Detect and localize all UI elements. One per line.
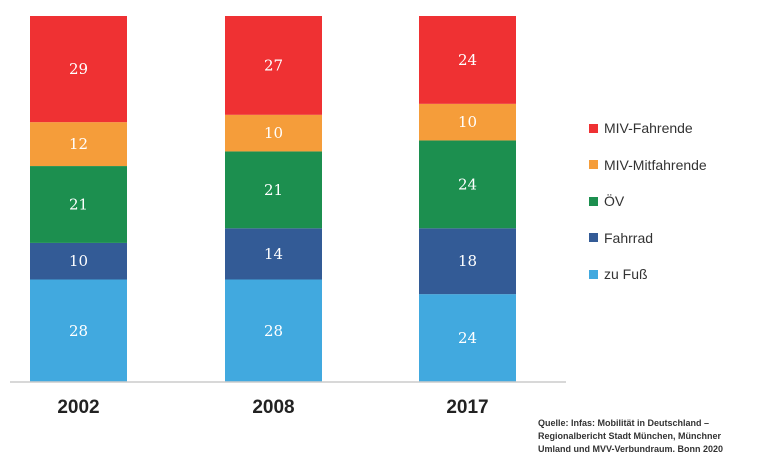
bar-segment-zu-fuss-2008 xyxy=(225,279,322,382)
data-label-fahrrad-2002: 10 xyxy=(69,252,88,270)
legend-item-fahrrad: Fahrrad xyxy=(589,220,707,257)
bar-segment-oev-2017 xyxy=(419,140,516,229)
bar-segment-miv-fahrende-2002 xyxy=(30,16,127,123)
data-label-miv-mitfahrende-2017: 10 xyxy=(458,113,477,131)
bars-group: 28 10 21 12 29 28 14 21 10 27 24 18 24 10 24 xyxy=(30,16,516,382)
bar-segment-miv-mitfahrende-2017 xyxy=(419,103,516,141)
data-label-miv-mitfahrende-2002: 12 xyxy=(69,135,88,153)
data-label-oev-2002: 21 xyxy=(69,195,88,213)
legend-label-miv-fahrende: MIV-Fahrende xyxy=(604,120,693,137)
data-label-oev-2008: 21 xyxy=(264,181,283,199)
category-label-2002: 2002 xyxy=(57,397,99,418)
data-label-zu-fuss-2002: 28 xyxy=(69,322,88,340)
legend-item-miv-mitfahrende: MIV-Mitfahrende xyxy=(589,147,707,184)
legend-swatch-oev xyxy=(589,196,598,206)
source-line: Quelle: Infas: Mobilität in Deutschland … xyxy=(538,418,710,428)
bar-segment-zu-fuss-2002 xyxy=(30,279,127,382)
legend-label-zu-fuss: zu Fuß xyxy=(604,266,648,283)
bar-segment-miv-fahrende-2008 xyxy=(225,16,322,115)
bar-segment-oev-2002 xyxy=(30,166,127,243)
category-label-2017: 2017 xyxy=(446,397,488,418)
bar-segment-miv-mitfahrende-2008 xyxy=(225,114,322,152)
legend-swatch-miv-fahrende xyxy=(589,123,598,133)
legend-swatch-miv-mitfahrende xyxy=(589,160,598,170)
data-label-fahrrad-2017: 18 xyxy=(458,252,477,270)
source-note: Quelle: Infas: Mobilität in Deutschland … xyxy=(538,417,778,456)
data-label-miv-fahrende-2017: 24 xyxy=(458,51,477,69)
bar-segment-fahrrad-2002 xyxy=(30,242,127,280)
legend-swatch-zu-fuss xyxy=(589,269,598,279)
source-line: Regionalbericht Stadt München, Münchner xyxy=(538,431,722,441)
legend: MIV-Fahrende MIV-Mitfahrende ÖV Fahrrad … xyxy=(589,110,707,293)
data-label-oev-2017: 24 xyxy=(458,175,477,193)
legend-swatch-fahrrad xyxy=(589,233,598,243)
legend-item-zu-fuss: zu Fuß xyxy=(589,256,707,293)
legend-item-miv-fahrende: MIV-Fahrende xyxy=(589,110,707,147)
bar-segment-miv-mitfahrende-2002 xyxy=(30,122,127,167)
category-labels: 2002 2008 2017 xyxy=(57,397,488,418)
legend-label-miv-mitfahrende: MIV-Mitfahrende xyxy=(604,156,707,173)
category-label-2008: 2008 xyxy=(252,397,294,418)
data-label-zu-fuss-2017: 24 xyxy=(458,329,477,347)
legend-item-oev: ÖV xyxy=(589,183,707,220)
data-label-miv-mitfahrende-2008: 10 xyxy=(264,124,283,142)
legend-label-fahrrad: Fahrrad xyxy=(604,229,654,246)
bar-segment-zu-fuss-2017 xyxy=(419,294,516,382)
data-label-zu-fuss-2008: 28 xyxy=(264,322,283,340)
source-line: Umland und MVV-Verbundraum. Bonn 2020 xyxy=(538,444,724,454)
legend-label-oev: ÖV xyxy=(604,193,625,210)
bar-segment-miv-fahrende-2017 xyxy=(419,16,516,104)
bar-segment-fahrrad-2017 xyxy=(419,228,516,295)
bar-segment-oev-2008 xyxy=(225,151,322,229)
bar-segment-fahrrad-2008 xyxy=(225,228,322,280)
data-label-fahrrad-2008: 14 xyxy=(264,245,283,263)
data-label-miv-fahrende-2002: 29 xyxy=(69,60,88,78)
data-label-miv-fahrende-2008: 27 xyxy=(264,56,283,74)
